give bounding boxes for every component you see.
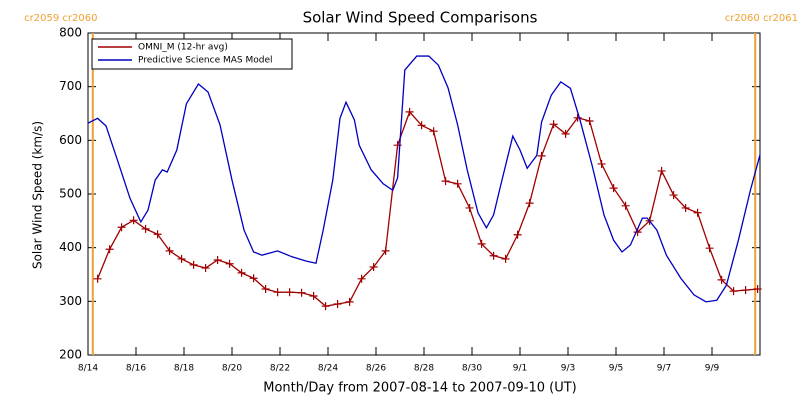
point-marker <box>417 121 426 130</box>
point-marker <box>609 184 618 193</box>
x-tick-label: 9/9 <box>705 364 720 374</box>
y-tick-label: 500 <box>59 187 82 201</box>
x-tick-label: 9/3 <box>561 364 575 374</box>
annotation: cr2059 cr2060 <box>24 13 97 24</box>
point-marker <box>489 251 498 260</box>
point-marker <box>453 179 462 188</box>
point-marker <box>285 288 294 297</box>
point-marker <box>153 230 162 239</box>
chart-title: Solar Wind Speed Comparisons <box>303 9 538 27</box>
point-marker <box>669 191 678 200</box>
point-marker <box>501 254 510 263</box>
x-tick-label: 9/5 <box>609 364 623 374</box>
point-marker <box>345 297 354 306</box>
x-tick-label: 8/22 <box>270 364 290 374</box>
point-marker <box>525 199 534 208</box>
point-marker <box>657 166 666 175</box>
point-marker <box>513 230 522 239</box>
point-marker <box>465 203 474 212</box>
point-marker <box>537 151 546 160</box>
legend-box <box>91 38 293 70</box>
point-marker <box>369 262 378 271</box>
point-marker <box>585 117 594 126</box>
point-marker <box>381 246 390 255</box>
point-marker <box>93 274 102 283</box>
point-marker <box>597 159 606 168</box>
plot-frame <box>87 32 761 356</box>
point-marker <box>693 208 702 217</box>
point-marker <box>477 239 486 248</box>
x-tick-label: 8/28 <box>414 364 434 374</box>
point-marker <box>213 256 222 265</box>
series-line <box>96 110 758 307</box>
x-tick-label: 9/1 <box>513 364 527 374</box>
point-marker <box>429 127 438 136</box>
point-marker <box>189 260 198 269</box>
point-marker <box>297 288 306 297</box>
point-marker <box>321 302 330 311</box>
point-marker <box>705 244 714 253</box>
x-tick-label: 8/24 <box>318 364 338 374</box>
point-marker <box>105 245 114 254</box>
point-marker <box>201 264 210 273</box>
point-marker <box>273 288 282 297</box>
x-tick-label: 8/14 <box>78 364 98 374</box>
annotation: cr2060 cr2061 <box>725 13 798 24</box>
legend-label: OMNI_M (12-hr avg) <box>138 43 228 53</box>
point-marker <box>129 216 138 225</box>
point-marker <box>237 268 246 277</box>
point-marker <box>561 129 570 138</box>
y-tick-label: 700 <box>59 79 82 93</box>
y-tick-label: 300 <box>59 294 82 308</box>
point-marker <box>441 177 450 186</box>
y-tick-label: 600 <box>59 133 82 147</box>
point-marker <box>117 223 126 232</box>
point-marker <box>165 246 174 255</box>
point-marker <box>621 201 630 210</box>
x-tick-label: 8/30 <box>462 364 482 374</box>
x-axis-label: Month/Day from 2007-08-14 to 2007-09-10 … <box>263 381 576 396</box>
point-marker <box>405 107 414 116</box>
point-marker <box>717 275 726 284</box>
legend-label: Predictive Science MAS Model <box>138 56 273 66</box>
x-tick-label: 9/7 <box>657 364 671 374</box>
y-tick-label: 400 <box>59 240 82 254</box>
point-marker <box>357 274 366 283</box>
point-marker <box>177 254 186 263</box>
point-marker <box>729 287 738 296</box>
y-tick-label: 800 <box>59 26 82 40</box>
point-marker <box>741 286 750 295</box>
point-marker <box>573 113 582 122</box>
x-tick-label: 8/20 <box>222 364 242 374</box>
x-tick-label: 8/16 <box>126 364 146 374</box>
x-tick-label: 8/26 <box>366 364 386 374</box>
point-marker <box>225 259 234 268</box>
y-axis-label: Solar Wind Speed (km/s) <box>31 121 45 269</box>
point-marker <box>141 224 150 233</box>
point-marker <box>549 120 558 129</box>
point-marker <box>261 284 270 293</box>
point-marker <box>249 274 258 283</box>
point-marker <box>333 300 342 309</box>
point-marker <box>681 203 690 212</box>
x-tick-label: 8/18 <box>174 364 194 374</box>
series-line <box>87 55 761 303</box>
point-marker <box>309 291 318 300</box>
y-tick-label: 200 <box>59 348 82 362</box>
point-marker <box>753 284 762 293</box>
